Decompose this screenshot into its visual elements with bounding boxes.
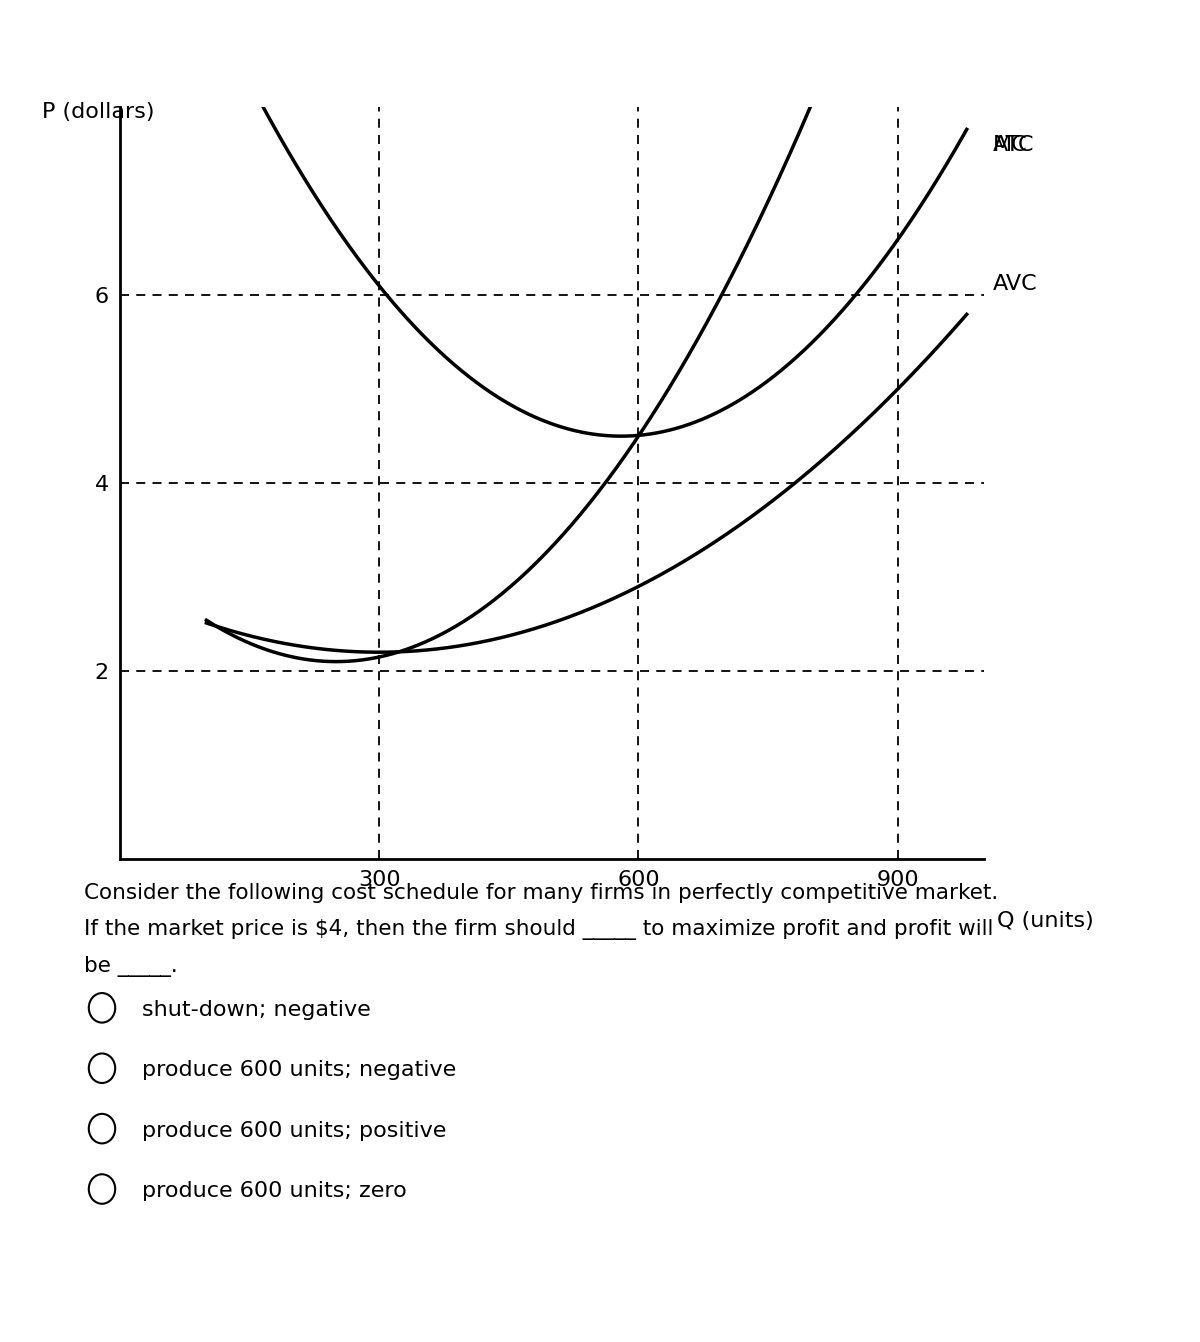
Text: produce 600 units; positive: produce 600 units; positive [142,1121,446,1141]
Text: If the market price is $4, then the firm should _____ to maximize profit and pro: If the market price is $4, then the firm… [84,919,994,941]
Text: AVC: AVC [992,274,1037,294]
Text: be _____.: be _____. [84,956,178,977]
Text: ATC: ATC [992,136,1034,154]
Text: produce 600 units; zero: produce 600 units; zero [142,1181,407,1201]
Text: produce 600 units; negative: produce 600 units; negative [142,1060,456,1080]
Text: shut-down; negative: shut-down; negative [142,1000,371,1020]
Text: Q (units): Q (units) [997,910,1093,930]
Text: MC: MC [992,136,1027,154]
Text: Consider the following cost schedule for many firms in perfectly competitive mar: Consider the following cost schedule for… [84,883,998,903]
Y-axis label: P (dollars): P (dollars) [42,102,155,122]
